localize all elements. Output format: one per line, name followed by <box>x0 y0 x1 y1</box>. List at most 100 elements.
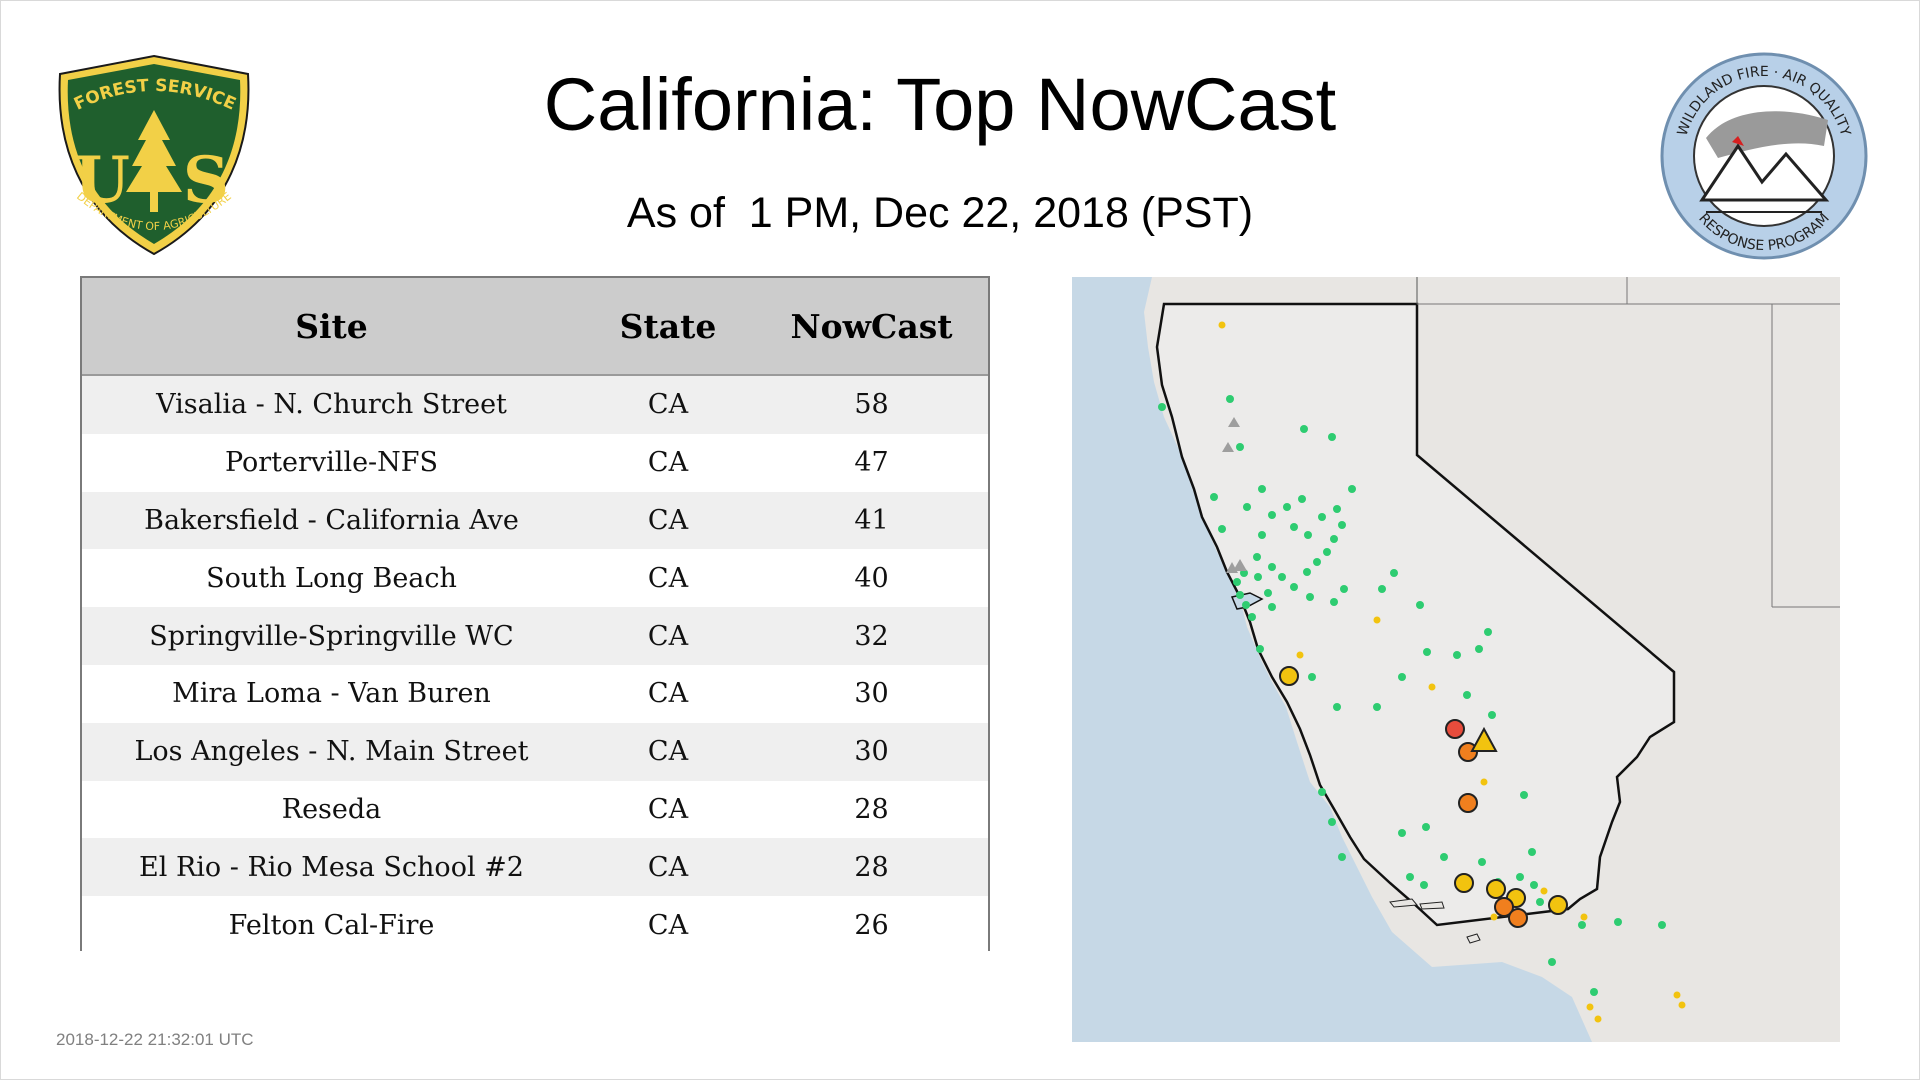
monitor-marker-no-data[interactable] <box>1222 442 1234 452</box>
monitor-marker-no-data[interactable] <box>1226 562 1238 573</box>
monitor-marker-good[interactable] <box>1475 645 1483 653</box>
monitor-marker-good[interactable] <box>1226 395 1234 403</box>
monitor-marker-good[interactable] <box>1254 573 1262 581</box>
monitor-marker-long-beach-2[interactable] <box>1508 908 1528 928</box>
monitor-marker-good[interactable] <box>1243 503 1251 511</box>
monitor-marker-good[interactable] <box>1340 585 1348 593</box>
monitor-marker-good[interactable] <box>1590 988 1598 996</box>
monitor-marker-good[interactable] <box>1328 818 1336 826</box>
monitor-marker-good[interactable] <box>1398 829 1406 837</box>
monitor-marker-good[interactable] <box>1268 563 1276 571</box>
monitor-marker-good[interactable] <box>1328 433 1336 441</box>
monitor-marker-bakersfield[interactable] <box>1458 793 1478 813</box>
monitor-marker-felton[interactable] <box>1279 666 1299 686</box>
monitor-marker-good[interactable] <box>1416 601 1424 609</box>
monitor-marker-moderate[interactable] <box>1580 913 1588 921</box>
monitor-marker-good[interactable] <box>1236 443 1244 451</box>
monitor-marker-good[interactable] <box>1236 591 1244 599</box>
monitor-marker-good[interactable] <box>1398 673 1406 681</box>
monitor-marker-good[interactable] <box>1423 648 1431 656</box>
monitor-marker-good[interactable] <box>1278 573 1286 581</box>
monitor-marker-moderate[interactable] <box>1428 683 1436 691</box>
monitor-marker-springville[interactable] <box>1470 726 1498 752</box>
table-row: Reseda CA 28 <box>82 780 988 839</box>
monitor-marker-good[interactable] <box>1318 788 1326 796</box>
monitor-marker-good[interactable] <box>1253 553 1261 561</box>
monitor-marker-good[interactable] <box>1330 535 1338 543</box>
monitor-marker-no-data[interactable] <box>1233 559 1247 571</box>
monitor-marker-good[interactable] <box>1478 858 1486 866</box>
monitor-marker-good[interactable] <box>1488 711 1496 719</box>
monitor-marker-moderate[interactable] <box>1540 887 1548 895</box>
monitor-marker-good[interactable] <box>1530 881 1538 889</box>
monitor-marker-good[interactable] <box>1248 613 1256 621</box>
monitor-marker-good[interactable] <box>1390 569 1398 577</box>
logo-letter-s: S <box>183 143 229 218</box>
california-aqi-map[interactable] <box>1072 277 1840 1042</box>
monitor-marker-good[interactable] <box>1283 503 1291 511</box>
monitor-marker-good[interactable] <box>1290 523 1298 531</box>
monitor-marker-good[interactable] <box>1373 703 1381 711</box>
monitor-marker-good[interactable] <box>1348 485 1356 493</box>
monitor-marker-no-data[interactable] <box>1228 417 1240 427</box>
monitor-marker-good[interactable] <box>1536 898 1544 906</box>
monitor-marker-good[interactable] <box>1300 425 1308 433</box>
monitor-marker-good[interactable] <box>1258 531 1266 539</box>
monitor-marker-moderate[interactable] <box>1586 1003 1594 1011</box>
monitor-marker-good[interactable] <box>1268 511 1276 519</box>
monitor-marker-good[interactable] <box>1330 598 1338 606</box>
monitor-marker-good[interactable] <box>1333 703 1341 711</box>
monitor-marker-good[interactable] <box>1256 645 1264 653</box>
monitor-marker-moderate[interactable] <box>1594 1015 1602 1023</box>
monitor-marker-good[interactable] <box>1658 921 1666 929</box>
monitor-marker-good[interactable] <box>1453 651 1461 659</box>
monitor-marker-moderate[interactable] <box>1218 321 1226 329</box>
monitor-marker-good[interactable] <box>1378 585 1386 593</box>
monitor-marker-good[interactable] <box>1338 853 1346 861</box>
monitor-marker-moderate[interactable] <box>1480 778 1488 786</box>
monitor-marker-good[interactable] <box>1516 873 1524 881</box>
monitor-marker-good[interactable] <box>1290 583 1298 591</box>
monitor-marker-mira-loma[interactable] <box>1548 895 1568 915</box>
monitor-marker-good[interactable] <box>1406 873 1414 881</box>
monitor-marker-visalia[interactable] <box>1445 719 1465 739</box>
monitor-marker-south-long-beach[interactable] <box>1494 897 1514 917</box>
monitor-marker-reseda[interactable] <box>1486 879 1506 899</box>
monitor-marker-moderate[interactable] <box>1673 991 1681 999</box>
monitor-marker-good[interactable] <box>1242 601 1250 609</box>
monitor-marker-good[interactable] <box>1420 881 1428 889</box>
monitor-marker-el-rio[interactable] <box>1454 873 1474 893</box>
monitor-marker-good[interactable] <box>1308 673 1316 681</box>
monitor-marker-good[interactable] <box>1338 521 1346 529</box>
monitor-marker-good[interactable] <box>1528 848 1536 856</box>
monitor-marker-good[interactable] <box>1298 495 1306 503</box>
monitor-marker-good[interactable] <box>1463 691 1471 699</box>
monitor-marker-moderate[interactable] <box>1678 1001 1686 1009</box>
monitor-marker-good[interactable] <box>1318 513 1326 521</box>
monitor-marker-good[interactable] <box>1520 791 1528 799</box>
monitor-marker-good[interactable] <box>1218 525 1226 533</box>
monitor-marker-good[interactable] <box>1578 921 1586 929</box>
monitor-marker-good[interactable] <box>1333 505 1341 513</box>
monitor-marker-good[interactable] <box>1422 823 1430 831</box>
monitor-marker-good[interactable] <box>1484 628 1492 636</box>
monitor-marker-moderate[interactable] <box>1373 616 1381 624</box>
monitor-marker-good[interactable] <box>1313 558 1321 566</box>
monitor-marker-good[interactable] <box>1233 578 1241 586</box>
cell-nowcast: 26 <box>755 896 988 954</box>
monitor-marker-good[interactable] <box>1264 589 1272 597</box>
monitor-marker-good[interactable] <box>1268 603 1276 611</box>
monitor-marker-good[interactable] <box>1306 593 1314 601</box>
cell-site: Visalia - N. Church Street <box>82 375 581 434</box>
monitor-marker-moderate[interactable] <box>1490 913 1498 921</box>
monitor-marker-good[interactable] <box>1258 485 1266 493</box>
monitor-marker-good[interactable] <box>1158 403 1166 411</box>
monitor-marker-good[interactable] <box>1440 853 1448 861</box>
monitor-marker-good[interactable] <box>1304 531 1312 539</box>
monitor-marker-good[interactable] <box>1614 918 1622 926</box>
monitor-marker-good[interactable] <box>1323 548 1331 556</box>
monitor-marker-good[interactable] <box>1303 568 1311 576</box>
monitor-marker-good[interactable] <box>1548 958 1556 966</box>
monitor-marker-moderate[interactable] <box>1296 651 1304 659</box>
monitor-marker-good[interactable] <box>1210 493 1218 501</box>
